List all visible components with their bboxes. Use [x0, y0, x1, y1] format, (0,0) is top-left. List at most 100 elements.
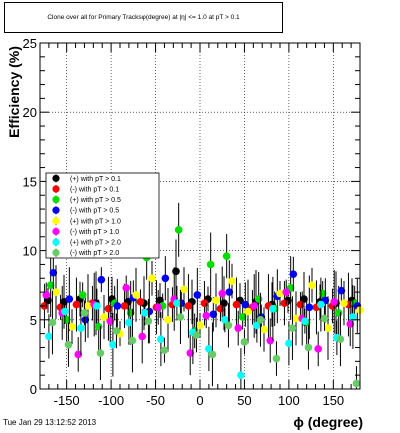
data-point	[45, 332, 53, 341]
y-tick-label: 0	[30, 382, 37, 397]
data-point	[193, 291, 202, 299]
x-tick-label: 150	[322, 393, 344, 408]
data-point	[148, 274, 156, 283]
data-point	[96, 349, 105, 357]
data-point	[222, 252, 231, 260]
legend-label: (-) with pT > 2.0	[70, 250, 119, 257]
data-point	[238, 313, 247, 321]
legend-label: (+) with pT > 2.0	[70, 240, 121, 247]
data-point	[282, 288, 291, 296]
data-point	[324, 324, 332, 332]
legend-label: (-) with pT > 0.5	[70, 208, 119, 215]
x-tick-label: 100	[278, 393, 300, 408]
data-point	[266, 336, 275, 345]
y-axis-label: Efficiency (%)	[6, 46, 22, 138]
data-point	[61, 307, 69, 316]
data-point	[120, 302, 129, 310]
legend-label: (+) with pT > 0.5	[70, 197, 121, 204]
data-point	[176, 313, 185, 321]
data-point	[78, 291, 87, 299]
data-point	[72, 300, 81, 309]
data-point	[272, 354, 281, 363]
data-point	[253, 321, 261, 330]
data-point	[128, 336, 137, 345]
data-point	[80, 309, 89, 317]
data-point	[94, 322, 103, 331]
data-point	[228, 277, 236, 285]
data-point	[164, 316, 172, 324]
data-point	[304, 343, 313, 352]
data-point	[42, 291, 51, 299]
data-point	[184, 302, 193, 310]
x-tick-label: -50	[146, 393, 165, 408]
data-point	[109, 340, 117, 349]
data-point	[334, 309, 343, 317]
legend-label: (+) with pT > 0.1	[70, 176, 121, 183]
data-point	[320, 314, 329, 323]
data-point	[209, 310, 218, 319]
data-point	[113, 302, 122, 310]
data-point	[337, 286, 346, 295]
data-point	[97, 275, 106, 284]
legend-marker	[52, 206, 60, 214]
data-point	[141, 309, 149, 317]
data-point	[317, 300, 325, 309]
data-point	[349, 313, 357, 321]
timestamp-footer: Tue Jan 29 13:12:52 2013	[3, 418, 97, 427]
data-point	[106, 317, 115, 325]
data-point	[301, 317, 309, 325]
data-point	[144, 317, 153, 325]
y-tick-label: 15	[23, 174, 37, 189]
data-point	[241, 300, 250, 309]
data-point	[340, 299, 348, 307]
data-point	[240, 338, 249, 346]
data-point	[81, 316, 90, 324]
data-point	[202, 311, 211, 320]
data-point	[186, 349, 195, 357]
data-point	[77, 324, 85, 332]
x-tick-label: 50	[237, 393, 251, 408]
data-point	[216, 304, 225, 313]
data-point	[74, 350, 83, 359]
data-point	[269, 304, 277, 313]
data-point	[136, 298, 145, 306]
chart-title: Clone over all for Primary Tracksφ(degre…	[47, 14, 240, 21]
legend-label: (-) with pT > 1.0	[70, 229, 119, 236]
data-point	[336, 335, 345, 343]
data-point	[132, 291, 140, 299]
data-point	[49, 268, 58, 277]
data-point	[289, 270, 298, 278]
legend-marker	[52, 238, 60, 246]
data-point	[280, 299, 289, 307]
data-point	[288, 324, 297, 332]
data-point	[112, 327, 121, 335]
y-tick-label: 20	[23, 105, 37, 120]
x-tick-label: 0	[196, 393, 203, 408]
data-point	[352, 379, 361, 388]
data-point	[93, 302, 101, 310]
data-point	[296, 300, 305, 309]
chart-title-box: Clone over all for Primary Tracksφ(degre…	[4, 2, 283, 33]
data-point	[173, 299, 181, 307]
data-points	[40, 202, 364, 389]
legend: (+) with pT > 0.1 (-) with pT > 0.1 (+) wi…	[45, 172, 160, 259]
data-point	[52, 288, 60, 296]
data-point	[276, 289, 284, 298]
data-point	[160, 346, 169, 355]
legend-marker	[52, 249, 60, 257]
legend-label: (-) with pT > 0.1	[70, 186, 119, 193]
data-point	[212, 296, 220, 305]
data-point	[122, 284, 131, 292]
data-point	[221, 316, 229, 324]
data-point	[224, 321, 233, 330]
data-point	[314, 345, 323, 353]
x-axis-label: ϕ (degree)	[293, 414, 363, 430]
x-tick-label: -100	[98, 393, 124, 408]
legend-marker	[52, 185, 60, 193]
data-point	[138, 332, 147, 341]
data-point	[196, 321, 204, 330]
data-point	[104, 304, 113, 313]
data-point	[46, 281, 55, 290]
data-point	[84, 302, 92, 310]
